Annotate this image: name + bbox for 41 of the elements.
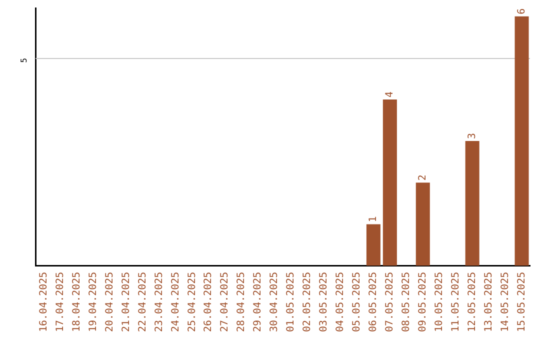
x-tick-label: 23.04.2025 [154,272,165,332]
x-tick-label: 11.05.2025 [450,272,462,332]
x-tick-label: 20.04.2025 [104,272,116,332]
x-tick-label: 12.05.2025 [466,272,478,332]
x-tick-label: 18.04.2025 [71,272,82,332]
x-tick-label: 26.04.2025 [203,272,214,332]
bar [465,141,480,266]
x-tick-label: 28.04.2025 [236,272,248,332]
bar [514,16,529,266]
x-tick-label: 13.05.2025 [483,272,494,332]
data-label: 2 [417,174,428,181]
data-label: 1 [368,216,380,222]
x-tick-label: 21.04.2025 [120,272,132,332]
x-tick-label: 09.05.2025 [417,272,428,332]
x-tick-label: 16.04.2025 [38,272,50,332]
x-tick-label: 17.04.2025 [54,272,66,332]
x-tick-label: 30.04.2025 [269,272,280,332]
x-tick-label: 07.05.2025 [384,272,396,332]
x-tick-label: 22.04.2025 [137,272,148,332]
x-tick-label: 19.04.2025 [88,272,99,332]
data-label: 6 [516,8,528,14]
data-label: 3 [466,133,478,140]
bar [416,182,430,266]
x-tick-label: 04.05.2025 [335,272,346,332]
x-tick-label: 24.04.2025 [170,272,182,332]
y-tick-label: 5 [20,58,29,63]
data-label: 4 [384,91,396,98]
x-tick-label: 15.05.2025 [516,272,528,332]
x-tick-label: 01.05.2025 [286,272,297,332]
x-tick-label: 27.04.2025 [220,272,231,332]
x-tick-label: 03.05.2025 [318,272,330,332]
x-tick-label: 10.05.2025 [434,272,445,332]
bar [366,224,380,266]
x-tick-label: 08.05.2025 [400,272,412,332]
x-tick-label: 06.05.2025 [368,272,380,332]
x-tick-label: 05.05.2025 [352,272,363,332]
x-tick-label: 25.04.2025 [186,272,198,332]
x-tick-label: 14.05.2025 [500,272,511,332]
x-tick-label: 02.05.2025 [302,272,314,332]
x-tick-label: 29.04.2025 [252,272,264,332]
bar [382,99,397,266]
